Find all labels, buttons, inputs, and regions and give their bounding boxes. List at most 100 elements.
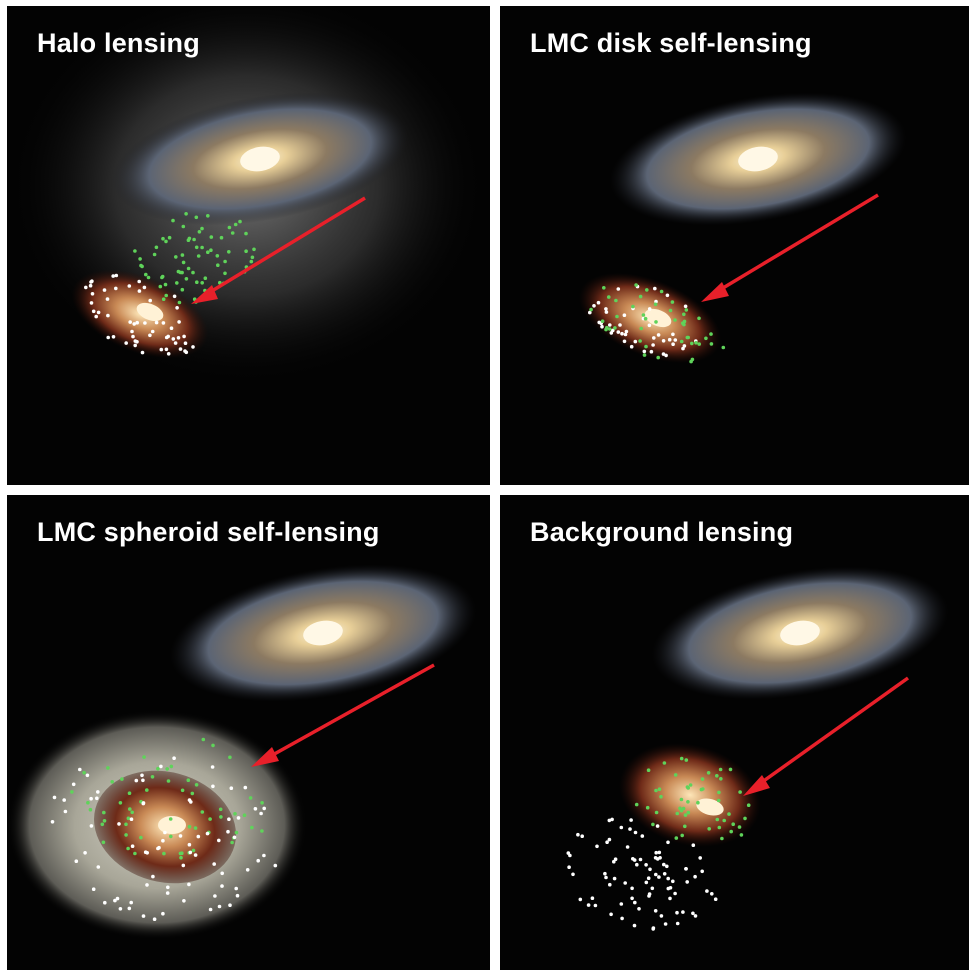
lens-dot	[589, 307, 593, 312]
source-star-dot	[675, 910, 679, 915]
source-star-dot	[166, 885, 170, 890]
milky-way-galaxy	[651, 566, 949, 700]
source-star-dot	[590, 896, 595, 900]
lens-dot	[252, 247, 256, 252]
lens-dot	[181, 224, 186, 229]
source-star-dot	[115, 896, 120, 901]
panel-title: Halo lensing	[37, 28, 200, 58]
lens-dot	[638, 294, 643, 299]
source-star-dot	[175, 306, 179, 310]
lens-dot	[602, 286, 606, 290]
lens-dot	[679, 797, 684, 802]
source-star-dot	[625, 845, 630, 849]
lens-dot	[206, 250, 210, 254]
source-star-dot	[63, 809, 68, 814]
lens-dot	[184, 277, 189, 281]
source-star-dot	[698, 856, 702, 860]
source-star-dot	[609, 331, 614, 335]
lens-dot	[686, 800, 690, 804]
lens-dot	[174, 255, 178, 259]
source-star-dot	[208, 907, 213, 912]
lens-dot	[645, 805, 650, 810]
source-star-dot	[177, 320, 181, 324]
source-star-dot	[89, 301, 94, 305]
source-star-dot	[187, 842, 192, 847]
panel-halo-lensing: Halo lensing	[7, 6, 490, 485]
source-star-dot	[217, 904, 222, 909]
source-star-dot	[172, 294, 177, 299]
source-star-dot	[578, 897, 583, 902]
lens-dot	[230, 840, 234, 845]
lens-dot	[250, 825, 254, 830]
source-star-dot	[685, 880, 689, 884]
lens-dot	[177, 300, 182, 305]
source-star-dot	[173, 341, 178, 345]
source-star-dot	[633, 830, 638, 835]
lens-dot	[643, 316, 648, 321]
lens-dot	[106, 766, 110, 770]
source-star-dot	[616, 287, 621, 291]
panel-spheroid-self-lensing: LMC spheroid self-lensing	[7, 495, 490, 970]
source-star-dot	[647, 323, 652, 328]
lens-dot	[227, 225, 232, 230]
lens-dot	[228, 755, 232, 760]
source-star-dot	[632, 858, 637, 862]
lens-dot	[223, 271, 227, 276]
source-star-dot	[693, 874, 697, 879]
source-star-dot	[657, 850, 662, 855]
lens-dot	[169, 764, 174, 769]
source-star-dot	[666, 840, 670, 845]
source-star-dot	[117, 822, 121, 826]
source-star-dot	[262, 853, 266, 858]
source-star-dot	[243, 785, 248, 790]
source-star-dot	[253, 807, 258, 811]
lens-dot	[727, 812, 731, 816]
source-star-dot	[205, 831, 210, 836]
source-star-dot	[619, 902, 624, 906]
source-star-dot	[50, 820, 55, 824]
source-star-dot	[85, 773, 90, 778]
source-star-dot	[71, 782, 76, 787]
source-star-dot	[84, 285, 88, 290]
source-star-dot	[220, 884, 224, 888]
lens-dot	[102, 810, 106, 815]
source-star-dot	[668, 886, 673, 890]
lens-dot	[175, 281, 179, 285]
source-star-dot	[605, 840, 609, 844]
lens-dot	[190, 791, 195, 796]
source-star-dot	[262, 806, 266, 811]
source-star-dot	[156, 846, 160, 851]
source-star-dot	[671, 342, 675, 347]
lens-dot	[180, 851, 184, 855]
lens-dot	[152, 252, 157, 257]
lens-dot	[248, 796, 253, 800]
source-star-dot	[654, 850, 658, 855]
lens-dot	[678, 806, 682, 811]
source-star-dot	[608, 882, 612, 887]
lens-dot	[242, 813, 247, 817]
lens-dot	[142, 755, 146, 759]
lens-dot	[238, 219, 242, 224]
lens-dot	[167, 235, 172, 240]
lens-dot	[260, 829, 264, 833]
lens-dot	[746, 803, 751, 807]
lens-dot	[150, 775, 155, 779]
lens-dot	[118, 801, 123, 805]
source-star-dot	[103, 900, 107, 905]
source-star-dot	[145, 851, 149, 855]
source-star-dot	[189, 800, 193, 804]
source-star-dot	[145, 883, 149, 887]
source-star-dot	[613, 857, 618, 861]
lens-dot	[607, 295, 611, 299]
source-star-dot	[650, 886, 655, 891]
line-of-sight-arrow	[743, 676, 910, 796]
lens-dot	[180, 287, 185, 292]
milky-way-galaxy	[169, 564, 477, 702]
source-star-dot	[710, 892, 714, 896]
source-star-dot	[629, 818, 633, 822]
lens-dot	[720, 836, 724, 841]
lens-dot	[101, 840, 106, 845]
source-star-dot	[143, 321, 147, 325]
source-star-dot	[132, 322, 136, 326]
